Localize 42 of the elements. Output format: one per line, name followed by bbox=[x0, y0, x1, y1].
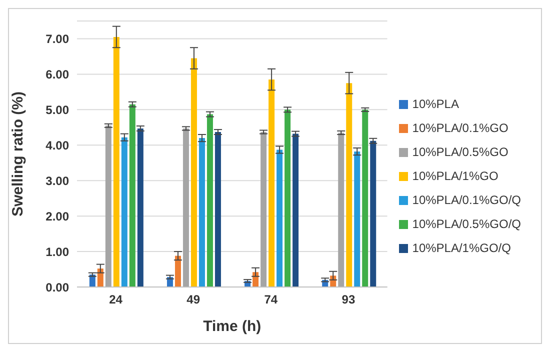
bar bbox=[370, 140, 376, 287]
bar bbox=[362, 110, 368, 287]
y-tick-label: 6.00 bbox=[46, 67, 70, 82]
bar bbox=[105, 126, 112, 287]
bar bbox=[268, 80, 275, 287]
bar bbox=[190, 58, 197, 287]
x-tick-label: 93 bbox=[342, 292, 356, 307]
legend-label: 10%PLA/0.5%GO bbox=[412, 145, 508, 159]
legend-label: 10%PLA/1%GO bbox=[412, 169, 498, 183]
bar bbox=[182, 128, 189, 287]
x-tick-label: 74 bbox=[264, 292, 278, 307]
y-tick-label: 3.00 bbox=[46, 174, 70, 188]
y-tick-label: 1.00 bbox=[46, 244, 70, 259]
bar bbox=[338, 132, 344, 287]
bar bbox=[129, 104, 136, 287]
y-tick-label: 0.00 bbox=[46, 280, 70, 294]
bar bbox=[113, 36, 120, 287]
bar bbox=[121, 137, 128, 287]
bar bbox=[214, 132, 221, 287]
y-tick-label: 2.00 bbox=[46, 209, 70, 224]
y-tick-label: 5.00 bbox=[46, 102, 70, 117]
y-tick-label: 4.00 bbox=[46, 138, 70, 152]
bar bbox=[260, 132, 267, 287]
bar bbox=[354, 152, 360, 287]
legend-label: 10%PLA/0.1%GO/Q bbox=[412, 193, 521, 207]
bar bbox=[346, 83, 352, 287]
legend-label: 10%PLA/0.5%GO/Q bbox=[412, 217, 521, 231]
x-tick-label: 24 bbox=[109, 292, 123, 307]
bar bbox=[276, 150, 283, 287]
legend-label: 10%PLA bbox=[412, 97, 459, 111]
bar bbox=[137, 128, 144, 287]
x-axis-title: Time (h) bbox=[203, 318, 262, 335]
legend-label: 10%PLA/1%GO/Q bbox=[412, 241, 511, 255]
y-tick-label: 7.00 bbox=[46, 32, 70, 46]
bar bbox=[292, 134, 299, 287]
x-tick-label: 49 bbox=[186, 292, 200, 307]
y-axis-title: Swelling ratio (%) bbox=[9, 91, 26, 217]
bar bbox=[198, 138, 205, 287]
bar bbox=[206, 114, 213, 287]
bar bbox=[284, 110, 291, 287]
bar bbox=[174, 256, 181, 287]
legend-label: 10%PLA/0.1%GO bbox=[412, 121, 508, 135]
